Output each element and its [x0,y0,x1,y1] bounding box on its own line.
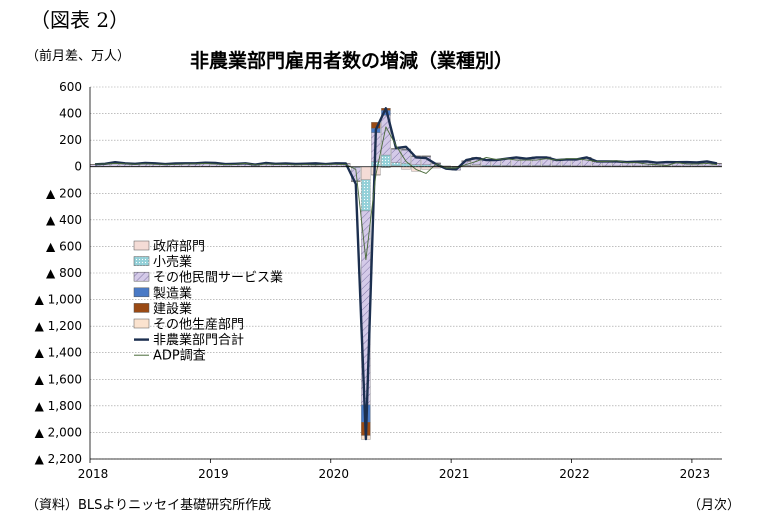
legend-label: 製造業 [153,285,192,301]
legend-swatch [133,256,150,266]
source-note: （資料）BLSよりニッセイ基礎研究所作成 [26,498,272,513]
y-tick-label: ▲ 800 [46,266,82,280]
y-tick-label: ▲ 1,600 [35,372,82,386]
bar-retail [381,154,391,167]
chart-title: 非農業部門雇用者数の増減（業種別） [190,50,514,72]
y-tick-label: ▲ 1,000 [35,293,82,307]
x-tick-label: 2019 [198,467,229,481]
x-tick-label: 2021 [439,467,470,481]
y-tick-label: ▲ 600 [46,239,82,253]
line-total [94,107,718,441]
bar-other_services [571,159,582,166]
y-tick-label: ▲ 2,200 [35,452,82,466]
bar-retail [361,179,371,212]
bar-gov [361,166,371,180]
y-unit-label: （前月差、万人） [26,49,131,64]
legend-swatch [133,287,150,298]
y-tick-label: 400 [59,107,82,121]
line-adp [95,126,718,261]
figure-label: （図表 2） [30,8,130,32]
legend-label: 政府部門 [153,240,205,255]
legend-label: その他民間サービス業 [153,270,283,286]
x-tick-label: 2018 [78,467,109,481]
x-tick-label: 2022 [559,467,590,481]
y-tick-label: ▲ 1,200 [35,319,82,333]
legend-label: その他生産部門 [153,317,244,333]
legend: 政府部門小売業その他民間サービス業製造業建設業その他生産部門非農業部門合計ADP… [133,240,283,364]
legend-label: 建設業 [153,301,192,317]
legend-swatch [133,240,150,251]
x-unit-label: （月次） [688,498,741,513]
y-tick-label: ▲ 1,400 [35,346,82,360]
legend-label: 小売業 [153,254,192,270]
y-tick-label: ▲ 200 [46,186,82,200]
axes: 600 400 200 0 ▲ 200 ▲ 400 ▲ 600 ▲ 800 ▲ 1,000 ▲ 1… [35,80,722,481]
legend-swatch [133,303,150,313]
y-tick-label: 600 [59,80,82,94]
x-tick-label: 2023 [680,467,711,481]
legend-label: 非農業部門合計 [153,332,244,348]
legend-swatch [133,271,150,282]
y-tick-label: ▲ 400 [46,213,82,227]
y-tick-label: 0 [74,160,82,174]
y-tick-label: ▲ 1,800 [35,399,82,413]
bar-retail [391,162,401,167]
gridlines [90,86,722,460]
x-tick-label: 2020 [318,467,349,481]
y-tick-label: 200 [59,133,82,147]
legend-swatch [133,318,150,329]
lines [94,107,718,441]
y-tick-label: ▲ 2,000 [35,425,82,439]
legend-label: ADP調査 [153,349,206,364]
